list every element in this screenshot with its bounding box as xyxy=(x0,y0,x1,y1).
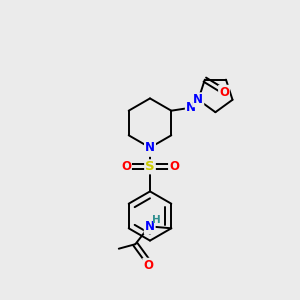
Text: N: N xyxy=(193,93,203,106)
Text: N: N xyxy=(145,143,155,156)
Text: O: O xyxy=(219,86,229,99)
Text: N: N xyxy=(145,141,155,154)
Text: N: N xyxy=(145,220,155,233)
Text: O: O xyxy=(121,160,131,173)
Text: O: O xyxy=(143,259,153,272)
Text: O: O xyxy=(169,160,179,173)
Text: H: H xyxy=(152,215,161,225)
Text: S: S xyxy=(145,160,155,173)
Text: N: N xyxy=(186,101,196,114)
